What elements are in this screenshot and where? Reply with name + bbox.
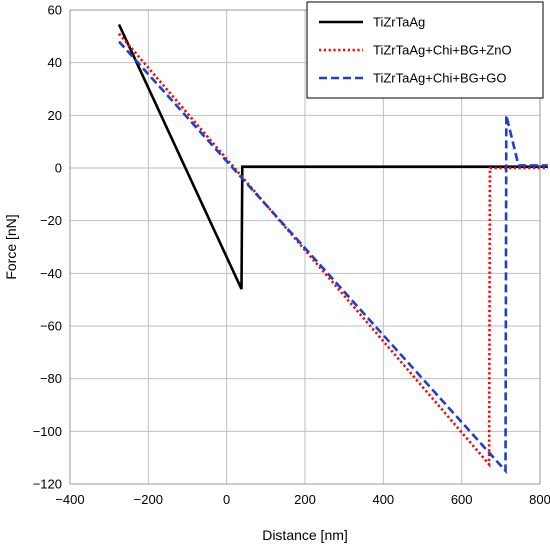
x-tick-label: 0 <box>223 492 230 507</box>
y-axis-title: Force [nN] <box>3 214 19 279</box>
y-tick-label: −120 <box>33 477 62 492</box>
series-line-1 <box>117 23 548 290</box>
legend-box <box>306 1 544 99</box>
y-tick-label: −100 <box>33 424 62 439</box>
y-tick-label: 20 <box>48 108 62 123</box>
x-tick-label: 600 <box>451 492 473 507</box>
legend-label-1: TiZrTaAg <box>373 15 425 30</box>
y-tick-label: 0 <box>55 161 62 176</box>
x-axis-title: Distance [nm] <box>262 527 348 543</box>
series-layer <box>117 23 548 475</box>
series-line-3 <box>118 40 548 475</box>
plot-frame <box>69 9 541 485</box>
axes <box>69 9 541 485</box>
x-tick-label: 200 <box>294 492 316 507</box>
x-tick-label: −200 <box>134 492 163 507</box>
legend-label-3: TiZrTaAg+Chi+BG+GO <box>373 71 507 86</box>
tick-labels: −400 −200 0 200 400 600 800−120−100−80−60−40−2… <box>33 3 550 508</box>
legend-label-2: TiZrTaAg+Chi+BG+ZnO <box>373 43 512 58</box>
y-tick-label: −20 <box>40 213 62 228</box>
y-tick-label: 40 <box>48 55 62 70</box>
x-tick-label: 400 <box>372 492 394 507</box>
y-tick-label: −60 <box>40 319 62 334</box>
legend: TiZrTaAg TiZrTaAg+Chi+BG+ZnO TiZrTaAg+Chi+… <box>306 1 544 99</box>
y-tick-label: 60 <box>48 3 62 18</box>
y-tick-label: −40 <box>40 266 62 281</box>
y-tick-label: −80 <box>40 371 62 386</box>
x-tick-label: 800 <box>529 492 550 507</box>
x-tick-label: −400 <box>55 492 84 507</box>
